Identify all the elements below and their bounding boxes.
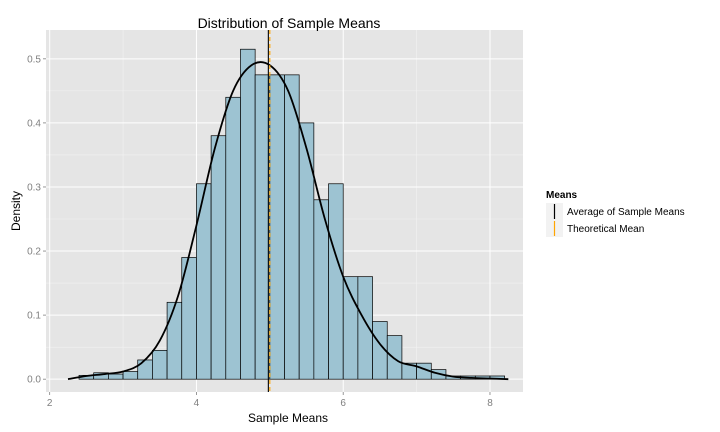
- histogram-bar: [357, 276, 373, 380]
- y-tick-label: 0.2: [27, 247, 41, 258]
- mean-lines: [267, 30, 271, 392]
- histogram-bar: [298, 122, 315, 380]
- histogram-bar: [240, 48, 256, 380]
- x-axis-ticks: 2 4 6 8: [47, 392, 493, 409]
- histogram-bar: [225, 96, 241, 380]
- histogram-bar: [284, 74, 300, 380]
- x-tick-label: 8: [487, 398, 493, 409]
- histogram-bars: [78, 48, 506, 380]
- histogram-bar: [108, 373, 124, 380]
- y-axis-title: Density: [9, 191, 23, 231]
- histogram-bar: [386, 335, 403, 380]
- histogram-bar: [254, 74, 271, 380]
- x-tick-label: 6: [340, 398, 346, 409]
- x-tick-label: 2: [47, 398, 53, 409]
- histogram-bar: [166, 301, 183, 380]
- x-axis-title: Sample Means: [248, 411, 328, 425]
- chart-title: Distribution of Sample Means: [198, 15, 381, 31]
- y-tick-label: 0.0: [27, 375, 41, 386]
- legend-title: Means: [546, 190, 578, 201]
- x-tick-label: 4: [194, 398, 200, 409]
- legend: Means Average of Sample Means Theoretica…: [546, 190, 685, 237]
- y-tick-label: 0.4: [27, 118, 41, 129]
- histogram-bar: [328, 183, 344, 380]
- legend-label-average: Average of Sample Means: [567, 207, 685, 218]
- y-tick-label: 0.1: [27, 311, 41, 322]
- y-axis-ticks: 0.0 0.1 0.2 0.3 0.4 0.5: [27, 54, 46, 386]
- histogram-bar: [152, 350, 168, 380]
- histogram-bar: [269, 74, 285, 380]
- histogram-bar: [122, 371, 139, 380]
- legend-label-theoretical: Theoretical Mean: [567, 224, 644, 235]
- y-tick-label: 0.3: [27, 182, 41, 193]
- density-curve-layer: [67, 61, 509, 381]
- y-tick-label: 0.5: [27, 54, 41, 65]
- histogram-bar: [210, 135, 227, 380]
- histogram-bar: [137, 359, 153, 380]
- density-curve: [67, 61, 509, 381]
